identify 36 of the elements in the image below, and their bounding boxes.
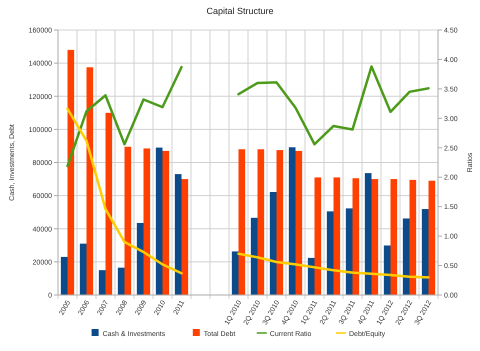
bar [390,179,398,295]
bar [346,208,352,295]
bar [410,180,416,295]
bar [428,180,436,295]
bar [156,148,162,295]
bar [174,174,182,295]
bar [288,147,296,295]
bar [258,149,264,295]
bar [80,244,86,295]
bar [384,245,390,295]
bar [124,146,132,295]
bar [326,211,334,295]
bar [60,256,68,295]
bar [314,177,322,295]
bar [136,222,144,295]
bar [86,67,94,295]
bar [352,178,360,295]
bar [162,150,170,295]
bar [232,251,238,295]
bar [364,173,372,295]
bar [276,150,284,295]
bar [68,50,74,295]
bar [98,270,106,295]
bar [334,177,340,295]
bar [372,179,378,295]
bar [118,268,124,295]
bar [250,218,258,295]
bar [238,149,246,295]
bar [106,112,112,295]
chart-title: Capital Structure [206,6,274,16]
bar [182,179,188,295]
bar [402,218,410,295]
bar [422,209,428,295]
bar [296,150,302,295]
bar [270,192,276,295]
bar [144,148,150,295]
